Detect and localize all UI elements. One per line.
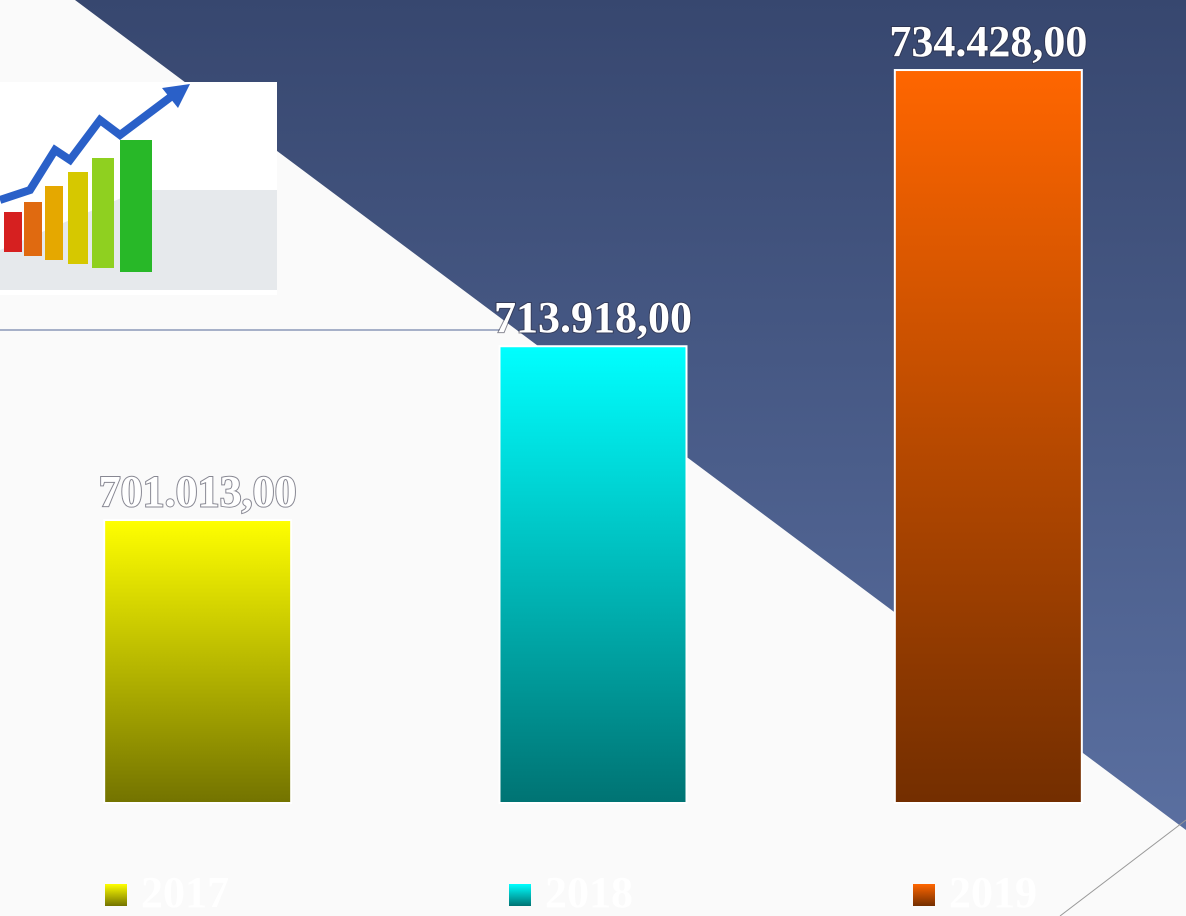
- legend-swatch: [509, 884, 531, 906]
- value-label: 734.428,00: [889, 17, 1087, 66]
- slide: 701.013,00 2017 713.918,00 2018 734.428,00 20…: [0, 0, 1186, 916]
- bar: [895, 70, 1082, 803]
- value-label: 713.918,00: [494, 293, 692, 342]
- clipart: [0, 82, 277, 295]
- legend-label: 2019: [949, 868, 1037, 916]
- legend-label: 2017: [141, 868, 229, 916]
- legend-label: 2018: [545, 868, 633, 916]
- bar: [500, 346, 687, 803]
- legend-swatch: [913, 884, 935, 906]
- bar: [104, 520, 291, 803]
- legend-swatch: [105, 884, 127, 906]
- value-label: 701.013,00: [99, 467, 297, 516]
